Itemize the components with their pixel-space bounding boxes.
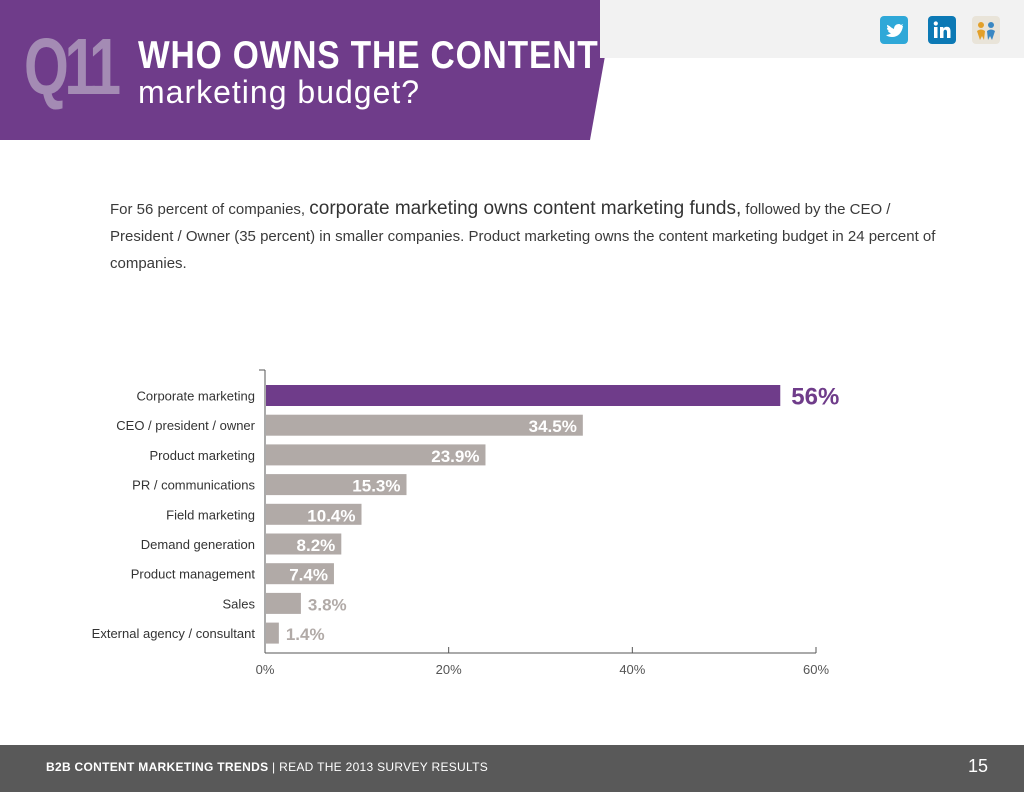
page-subtitle: marketing budget?: [138, 74, 421, 110]
footer-text: B2B CONTENT MARKETING TRENDS | READ THE …: [46, 760, 488, 774]
category-label-2: Product marketing: [150, 448, 256, 463]
data-label-3: 15.3%: [352, 477, 400, 496]
footer-separator: |: [272, 760, 276, 774]
data-label-0: 56%: [791, 384, 839, 411]
question-number: Q11: [24, 22, 121, 111]
intro-paragraph: For 56 percent of companies, corporate m…: [110, 195, 950, 277]
category-label-1: CEO / president / owner: [116, 418, 255, 433]
header-banner: [0, 0, 615, 140]
data-label-2: 23.9%: [431, 447, 479, 466]
category-label-4: Field marketing: [166, 507, 255, 522]
x-tick-label-2: 40%: [619, 662, 645, 677]
data-label-1: 34.5%: [529, 417, 577, 436]
intro-text-1: For 56 percent of companies,: [110, 201, 310, 218]
bar-7: [266, 592, 301, 614]
category-label-7: Sales: [222, 596, 255, 611]
footer: B2B CONTENT MARKETING TRENDS | READ THE …: [0, 745, 1024, 792]
twitter-icon[interactable]: [880, 16, 908, 44]
bar-8: [266, 622, 279, 644]
bar-1: [266, 414, 583, 436]
intro-highlight: corporate marketing owns content marketi…: [309, 198, 742, 219]
linkedin-icon[interactable]: [928, 16, 956, 44]
x-tick-label-1: 20%: [436, 662, 462, 677]
intro-text-2: followed by the CEO / President / Owner …: [110, 201, 936, 272]
category-label-0: Corporate marketing: [137, 389, 256, 404]
bar-2: [266, 444, 486, 466]
data-label-5: 8.2%: [297, 536, 336, 555]
data-label-4: 10.4%: [307, 506, 355, 525]
bar-5: [266, 533, 342, 555]
category-label-5: Demand generation: [141, 537, 255, 552]
share-icon[interactable]: [972, 16, 1000, 44]
page-title: WHO OWNS THE CONTENT: [138, 34, 599, 77]
x-tick-label-3: 60%: [803, 662, 829, 677]
bar-chart: Corporate marketing 56% CEO / president / …: [92, 369, 839, 677]
bar-4: [266, 503, 362, 525]
bar-6: [266, 563, 334, 585]
footer-publication: B2B CONTENT MARKETING TRENDS: [46, 760, 269, 774]
x-tick-label-0: 0%: [256, 662, 275, 677]
data-label-7: 3.8%: [308, 595, 347, 614]
category-label-8: External agency / consultant: [92, 626, 256, 641]
top-bar: [600, 0, 1024, 58]
bar-0: [266, 385, 781, 406]
category-label-3: PR / communications: [132, 478, 255, 493]
data-label-6: 7.4%: [289, 566, 328, 585]
category-label-6: Product management: [131, 567, 256, 582]
data-label-8: 1.4%: [286, 625, 325, 644]
footer-link[interactable]: READ THE 2013 SURVEY RESULTS: [279, 760, 489, 774]
page-number: 15: [967, 756, 988, 776]
bar-3: [266, 474, 407, 496]
